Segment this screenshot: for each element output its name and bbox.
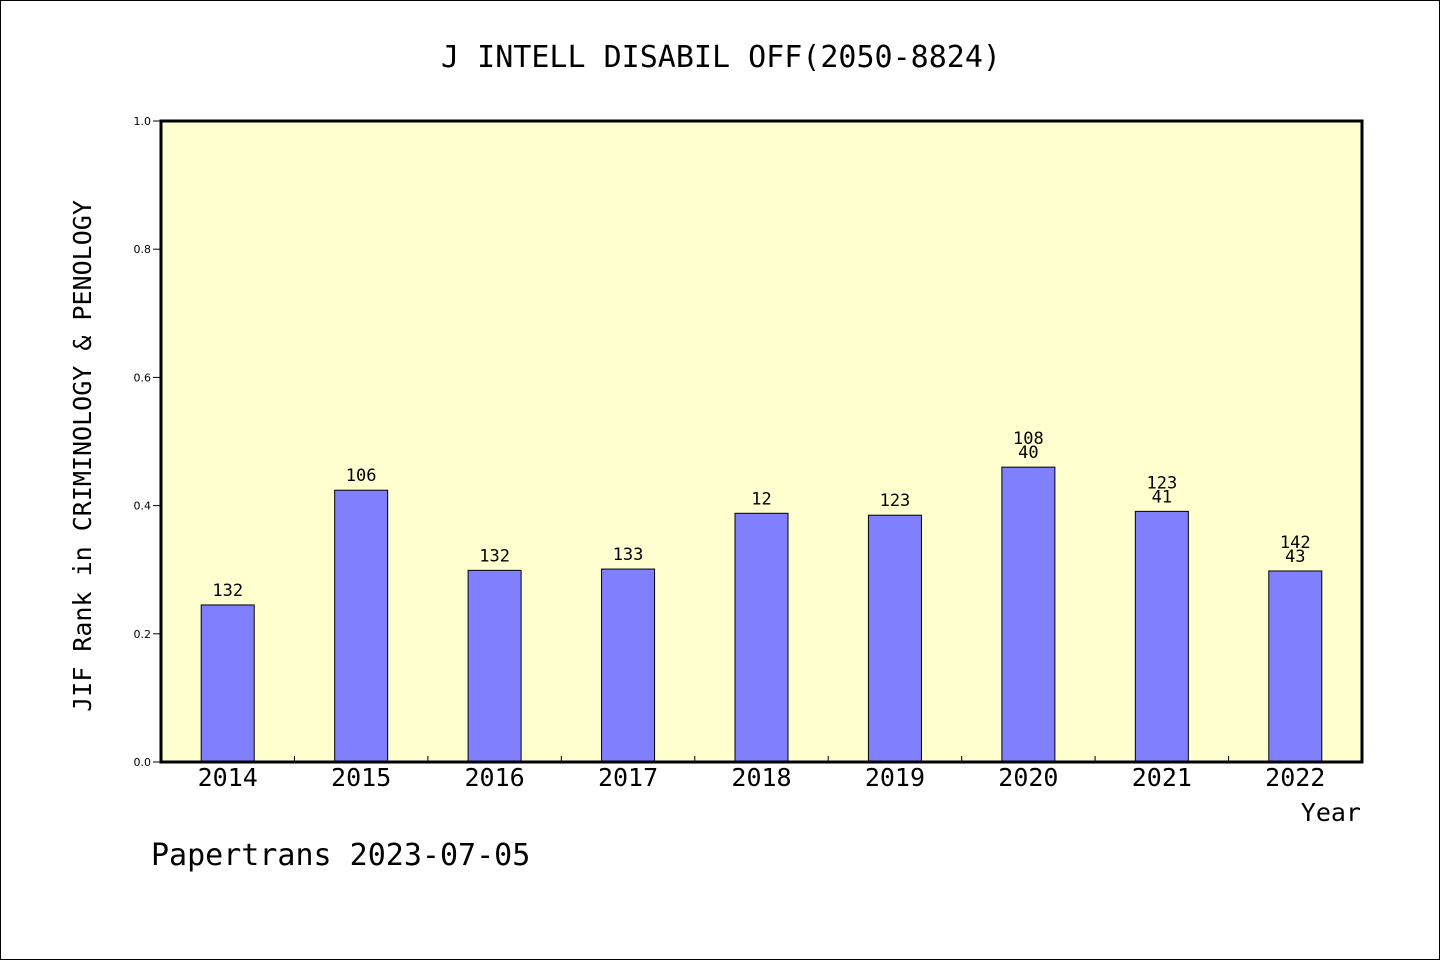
bar-value-label: 142: [1280, 533, 1311, 553]
bar-2017: [601, 568, 656, 763]
bar-2018: [734, 512, 789, 763]
y-tick-label: 0.6: [134, 371, 152, 384]
chart-title: J INTELL DISABIL OFF(2050-8824): [441, 40, 1001, 75]
bar-value-label: 108: [1013, 429, 1044, 449]
bar-value-label: 41: [1152, 487, 1172, 507]
bar-value-label: 106: [346, 466, 377, 486]
y-axis-ticks: 0.0 0.2 0.4 0.6 0.8 1.0: [134, 115, 161, 769]
bar-2021: [1134, 510, 1189, 763]
x-tick-label: 2017: [598, 763, 658, 792]
bar-value-label: 123: [880, 491, 911, 511]
x-tick-label: 2015: [331, 763, 391, 792]
y-axis-label: JIF Rank in CRIMINOLOGY & PENOLOGY: [68, 200, 97, 712]
y-tick-label: 0.4: [134, 500, 152, 513]
x-tick-label: 2019: [865, 763, 925, 792]
x-tick-label: 2020: [998, 763, 1058, 792]
x-axis-label: Year: [1301, 798, 1361, 827]
y-tick-label: 1.0: [134, 115, 152, 128]
bar-2015: [334, 489, 389, 763]
y-tick-label: 0.8: [134, 243, 152, 256]
x-tick-label: 2022: [1265, 763, 1325, 792]
plot-frame: [159, 119, 1364, 764]
bar-value-label: 40: [1018, 443, 1038, 463]
bar-value-label: 132: [212, 581, 243, 601]
x-tick-label: 2018: [731, 763, 791, 792]
bar-value-label: 12: [751, 489, 771, 509]
bar-value-label: 133: [613, 545, 644, 565]
footer-credit: Papertrans 2023-07-05: [151, 838, 530, 873]
x-tick-label: 2021: [1132, 763, 1192, 792]
y-tick-label: 0.0: [134, 756, 152, 769]
bars-group: [200, 466, 1323, 763]
x-axis-ticks: 2014 2015 2016 2017 2018 2019 2020 2021 2022: [198, 756, 1325, 792]
bar-value-label: 132: [479, 546, 510, 566]
bar-2019: [867, 514, 922, 763]
y-tick-label: 0.2: [134, 628, 152, 641]
bar-value-label: 43: [1285, 547, 1305, 567]
bar-2014: [200, 604, 255, 763]
bar-2016: [467, 569, 522, 763]
x-tick-label: 2014: [198, 763, 258, 792]
bar-2020: [1001, 466, 1056, 763]
bar-2022: [1268, 570, 1323, 763]
bar-value-label: 123: [1146, 473, 1177, 493]
x-tick-label: 2016: [465, 763, 525, 792]
